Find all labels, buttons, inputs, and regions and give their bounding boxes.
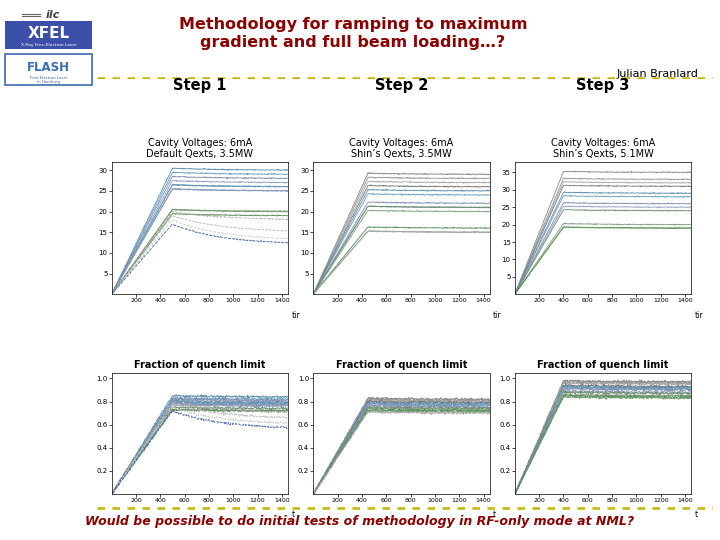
Text: t: t bbox=[695, 510, 698, 519]
Text: Free-Electron Laser
in Hamburg: Free-Electron Laser in Hamburg bbox=[30, 76, 68, 84]
Text: t: t bbox=[493, 510, 496, 519]
Text: Fraction of quench limit: Fraction of quench limit bbox=[537, 360, 669, 370]
Text: tir: tir bbox=[695, 312, 703, 321]
Text: X-Ray Free-Electron Laser: X-Ray Free-Electron Laser bbox=[21, 43, 76, 46]
Text: Cavity Voltages: 6mA
Default Qexts, 3.5MW: Cavity Voltages: 6mA Default Qexts, 3.5M… bbox=[146, 138, 253, 159]
Bar bbox=[6, 55, 92, 85]
Text: Step 3: Step 3 bbox=[576, 78, 630, 93]
Text: t: t bbox=[292, 510, 294, 519]
Text: Step 2: Step 2 bbox=[374, 78, 428, 93]
Text: Fraction of quench limit: Fraction of quench limit bbox=[336, 360, 467, 370]
Text: Cavity Voltages: 6mA
Shin’s Qexts, 5.1MW: Cavity Voltages: 6mA Shin’s Qexts, 5.1MW bbox=[551, 138, 655, 159]
Text: XFEL: XFEL bbox=[27, 25, 70, 40]
Text: tir: tir bbox=[292, 312, 300, 321]
Text: Would be possible to do initial tests of methodology in RF-only mode at NML?: Would be possible to do initial tests of… bbox=[86, 515, 634, 528]
Text: Cavity Voltages: 6mA
Shin’s Qexts, 3.5MW: Cavity Voltages: 6mA Shin’s Qexts, 3.5MW bbox=[349, 138, 454, 159]
Text: tir: tir bbox=[493, 312, 502, 321]
Text: ilc: ilc bbox=[46, 10, 60, 20]
Text: Methodology for ramping to maximum
gradient and full beam loading…?: Methodology for ramping to maximum gradi… bbox=[179, 17, 527, 50]
Text: Step 1: Step 1 bbox=[173, 78, 227, 93]
Bar bbox=[6, 21, 92, 49]
Text: Julian Branlard: Julian Branlard bbox=[616, 69, 698, 79]
Text: FLASH: FLASH bbox=[27, 61, 70, 74]
Text: Fraction of quench limit: Fraction of quench limit bbox=[134, 360, 266, 370]
